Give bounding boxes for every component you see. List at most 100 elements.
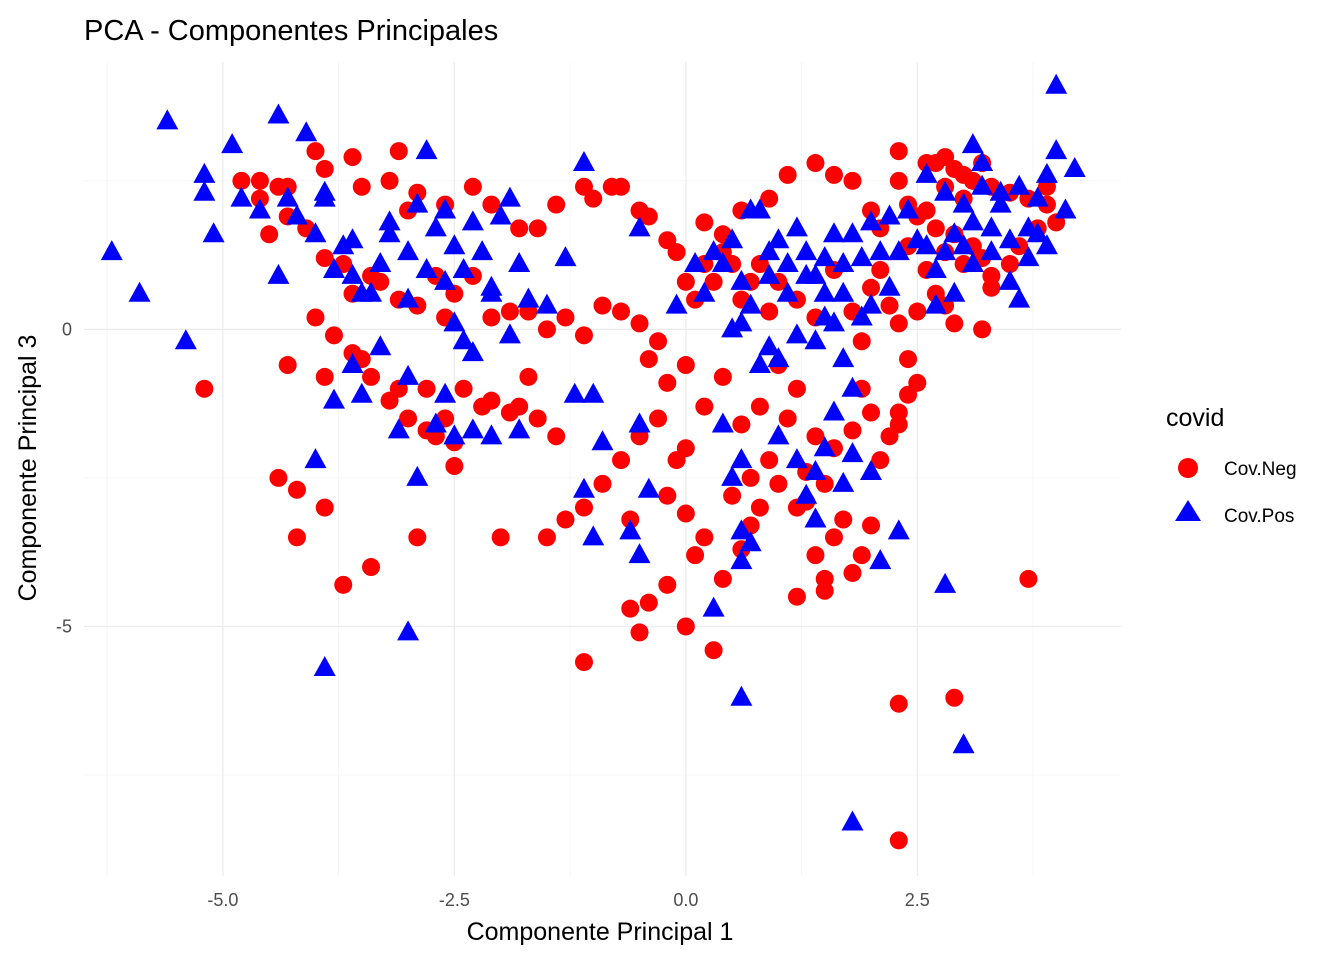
point-cov-pos bbox=[406, 192, 429, 213]
legend-title: covid bbox=[1166, 404, 1224, 432]
point-cov-neg bbox=[306, 142, 325, 161]
point-cov-pos bbox=[804, 507, 827, 528]
point-cov-pos bbox=[397, 240, 420, 261]
point-cov-pos bbox=[498, 186, 521, 207]
point-cov-neg bbox=[834, 510, 853, 529]
point-cov-neg bbox=[537, 320, 556, 339]
point-cov-pos bbox=[785, 323, 808, 344]
point-cov-pos bbox=[961, 133, 984, 154]
point-cov-pos bbox=[637, 477, 660, 498]
point-cov-neg bbox=[232, 171, 251, 190]
point-cov-pos bbox=[711, 412, 734, 433]
point-cov-neg bbox=[306, 308, 325, 327]
point-cov-pos bbox=[304, 222, 327, 243]
point-cov-pos bbox=[480, 424, 503, 445]
point-cov-pos bbox=[350, 382, 373, 403]
point-cov-pos bbox=[989, 180, 1012, 201]
point-cov-pos bbox=[424, 216, 447, 237]
point-cov-pos bbox=[943, 222, 966, 243]
point-cov-pos bbox=[156, 109, 179, 130]
x-tick-label: 2.5 bbox=[905, 890, 930, 910]
point-cov-pos bbox=[267, 103, 290, 124]
point-cov-pos bbox=[776, 281, 799, 302]
point-cov-pos bbox=[924, 257, 947, 278]
legend-label-cov-neg: Cov.Neg bbox=[1224, 459, 1297, 480]
point-cov-neg bbox=[528, 219, 547, 238]
point-cov-neg bbox=[389, 142, 408, 161]
point-cov-neg bbox=[908, 302, 927, 321]
y-axis-ticks: -5 0 bbox=[56, 319, 72, 636]
point-cov-neg bbox=[510, 397, 529, 416]
point-cov-pos bbox=[313, 180, 336, 201]
point-cov-pos bbox=[193, 180, 216, 201]
chart-title: PCA - Componentes Principales bbox=[84, 15, 498, 47]
point-cov-neg bbox=[399, 409, 418, 428]
point-cov-pos bbox=[248, 198, 271, 219]
point-cov-neg bbox=[806, 427, 825, 446]
point-cov-neg bbox=[528, 409, 547, 428]
point-cov-neg bbox=[195, 379, 214, 398]
point-cov-neg bbox=[732, 415, 751, 434]
point-cov-pos bbox=[322, 388, 345, 409]
point-cov-pos bbox=[832, 252, 855, 273]
point-cov-pos bbox=[795, 483, 818, 504]
point-cov-neg bbox=[315, 367, 334, 386]
point-cov-pos bbox=[267, 263, 290, 284]
point-cov-pos bbox=[628, 216, 651, 237]
point-cov-pos bbox=[915, 234, 938, 255]
point-cov-neg bbox=[417, 379, 436, 398]
point-cov-pos bbox=[730, 269, 753, 290]
point-cov-neg bbox=[899, 350, 918, 369]
point-cov-pos bbox=[452, 257, 475, 278]
point-cov-pos bbox=[721, 465, 744, 486]
point-cov-pos bbox=[563, 382, 586, 403]
point-cov-neg bbox=[713, 569, 732, 588]
point-cov-neg bbox=[676, 617, 695, 636]
point-cov-neg bbox=[787, 587, 806, 606]
point-cov-pos bbox=[554, 246, 577, 267]
point-cov-neg bbox=[621, 599, 640, 618]
point-cov-pos bbox=[517, 287, 540, 308]
point-cov-neg bbox=[612, 451, 631, 470]
point-cov-neg bbox=[556, 510, 575, 529]
point-cov-pos bbox=[341, 228, 364, 249]
point-cov-neg bbox=[760, 451, 779, 470]
point-cov-pos bbox=[369, 335, 392, 356]
point-cov-pos bbox=[850, 246, 873, 267]
point-cov-pos bbox=[758, 263, 781, 284]
point-cov-pos bbox=[998, 269, 1021, 290]
point-cov-neg bbox=[778, 409, 797, 428]
point-cov-neg bbox=[787, 379, 806, 398]
point-cov-pos bbox=[508, 418, 531, 439]
point-cov-pos bbox=[934, 180, 957, 201]
point-cov-neg bbox=[1000, 255, 1019, 274]
point-cov-pos bbox=[998, 228, 1021, 249]
point-cov-neg bbox=[889, 694, 908, 713]
point-cov-neg bbox=[750, 397, 769, 416]
point-cov-neg bbox=[862, 516, 881, 535]
point-cov-pos bbox=[813, 436, 836, 457]
point-cov-pos bbox=[869, 240, 892, 261]
point-cov-neg bbox=[862, 403, 881, 422]
point-cov-neg bbox=[287, 480, 306, 499]
point-cov-neg bbox=[352, 177, 371, 196]
point-cov-neg bbox=[676, 439, 695, 458]
point-cov-neg bbox=[806, 154, 825, 173]
point-cov-neg bbox=[315, 159, 334, 178]
point-cov-pos bbox=[952, 733, 975, 754]
point-cov-pos bbox=[813, 246, 836, 267]
point-cov-neg bbox=[704, 641, 723, 660]
point-cov-neg bbox=[639, 350, 658, 369]
point-cov-neg bbox=[630, 623, 649, 642]
point-cov-pos bbox=[295, 121, 318, 142]
y-axis-title: Componente Principal 3 bbox=[14, 335, 42, 602]
point-cov-pos bbox=[860, 293, 883, 314]
point-cov-neg bbox=[482, 308, 501, 327]
point-cov-pos bbox=[822, 311, 845, 332]
point-cov-pos bbox=[934, 572, 957, 593]
point-cov-pos bbox=[415, 257, 438, 278]
point-cov-neg bbox=[269, 468, 288, 487]
point-cov-pos bbox=[572, 477, 595, 498]
point-cov-pos bbox=[730, 519, 753, 540]
